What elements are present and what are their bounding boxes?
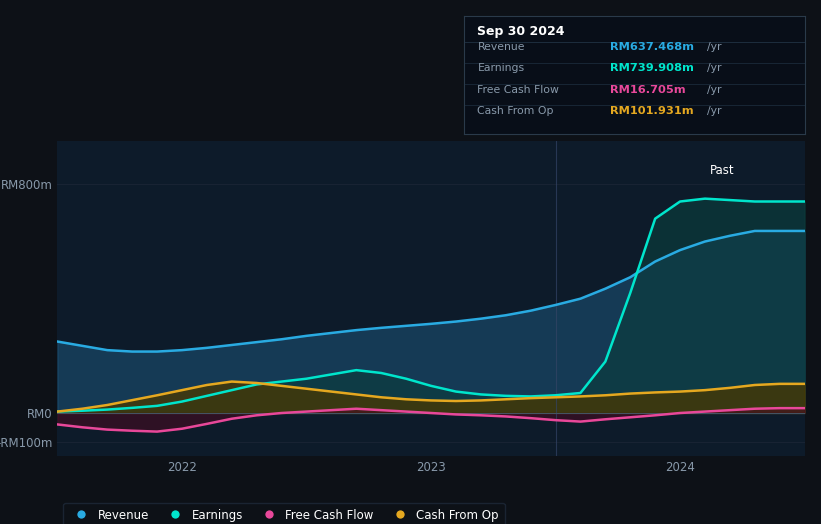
Text: Past: Past	[710, 165, 735, 177]
Text: Revenue: Revenue	[478, 42, 525, 52]
Legend: Revenue, Earnings, Free Cash Flow, Cash From Op: Revenue, Earnings, Free Cash Flow, Cash …	[63, 503, 505, 524]
Text: /yr: /yr	[708, 63, 722, 73]
Text: /yr: /yr	[708, 106, 722, 116]
Text: Cash From Op: Cash From Op	[478, 106, 554, 116]
Text: RM739.908m: RM739.908m	[610, 63, 695, 73]
Text: Sep 30 2024: Sep 30 2024	[478, 25, 565, 38]
Text: /yr: /yr	[708, 42, 722, 52]
Text: RM101.931m: RM101.931m	[610, 106, 694, 116]
Text: /yr: /yr	[708, 85, 722, 95]
Text: Free Cash Flow: Free Cash Flow	[478, 85, 559, 95]
Text: RM637.468m: RM637.468m	[610, 42, 695, 52]
Text: Earnings: Earnings	[478, 63, 525, 73]
Text: RM16.705m: RM16.705m	[610, 85, 686, 95]
